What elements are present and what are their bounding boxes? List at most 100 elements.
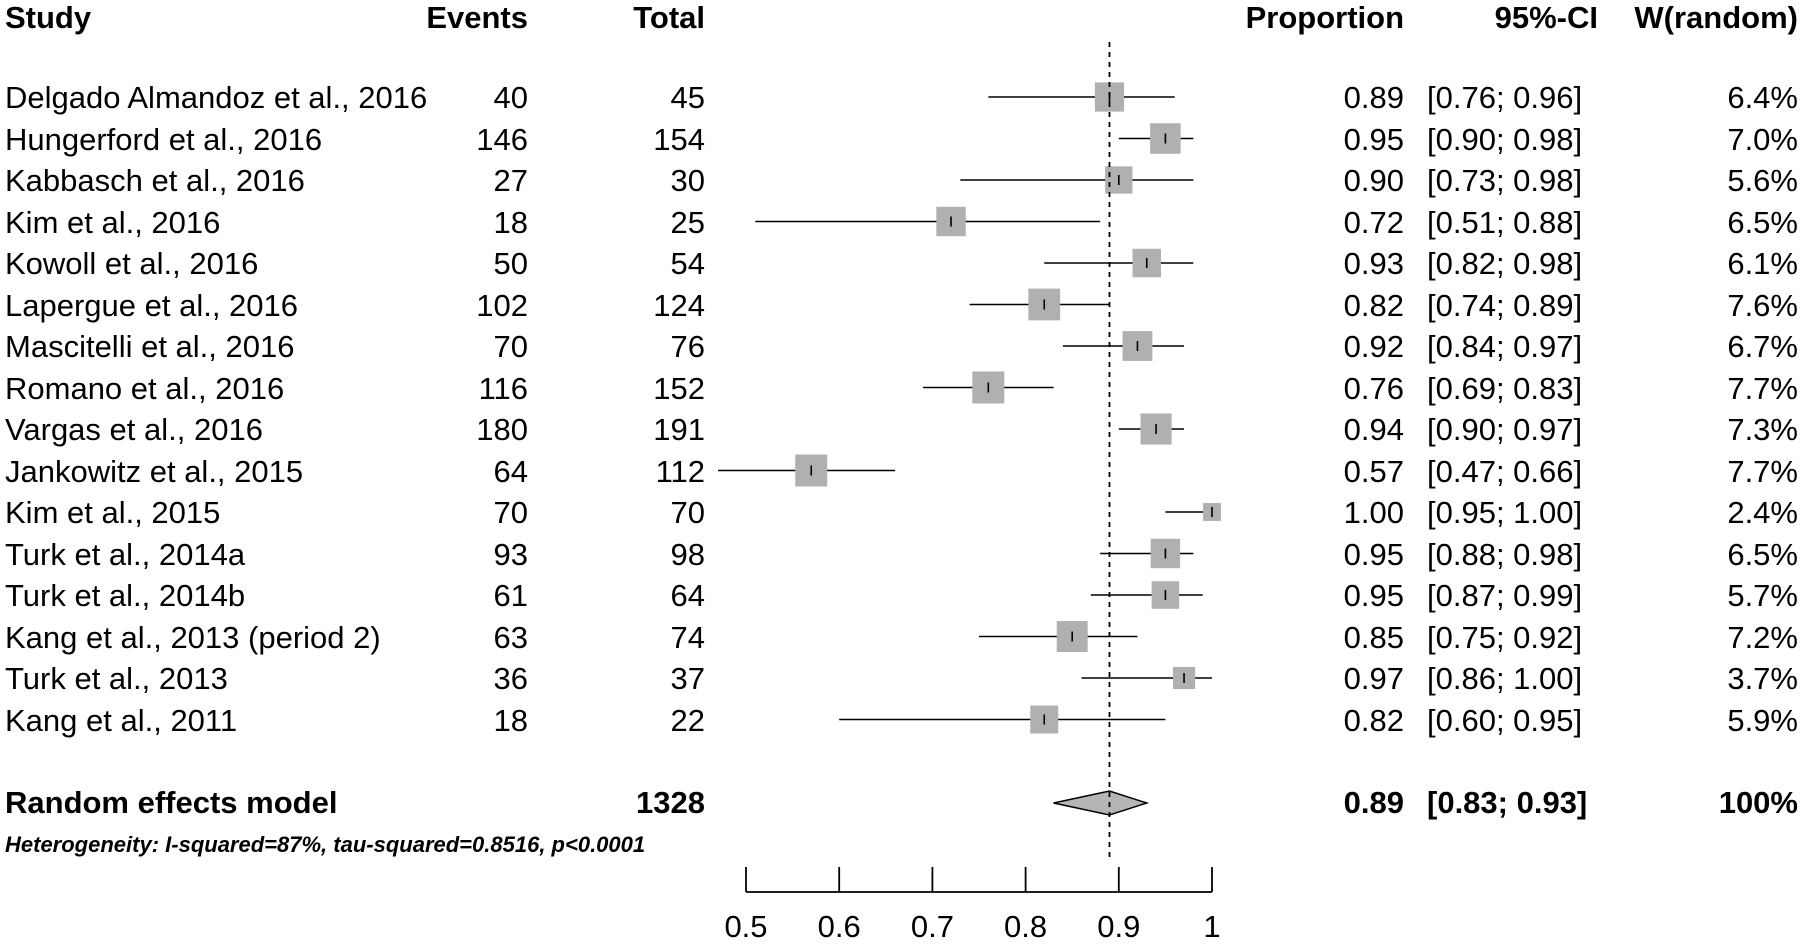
study-name: Kang et al., 2011 bbox=[5, 702, 238, 738]
study-weight: 6.5% bbox=[1727, 536, 1798, 572]
study-proportion: 0.90 bbox=[1343, 163, 1404, 198]
header-ci: 95%-CI bbox=[1494, 0, 1598, 35]
study-total: 54 bbox=[670, 246, 705, 281]
study-events: 27 bbox=[493, 163, 528, 198]
study-name: Kabbasch et al., 2016 bbox=[5, 163, 305, 198]
summary-proportion: 0.89 bbox=[1343, 785, 1404, 820]
study-ci: [0.74; 0.89] bbox=[1427, 287, 1583, 323]
study-weight: 7.3% bbox=[1727, 412, 1798, 447]
study-weight: 6.5% bbox=[1727, 204, 1798, 240]
study-proportion: 0.72 bbox=[1343, 204, 1404, 240]
study-total: 152 bbox=[653, 370, 705, 406]
study-events: 70 bbox=[493, 329, 528, 364]
study-weight: 3.7% bbox=[1727, 661, 1798, 696]
study-ci: [0.76; 0.96] bbox=[1427, 80, 1583, 115]
header-weight: W(random) bbox=[1634, 0, 1798, 35]
study-proportion: 0.93 bbox=[1343, 246, 1404, 281]
study-ci: [0.51; 0.88] bbox=[1427, 204, 1583, 240]
study-ci: [0.73; 0.98] bbox=[1427, 163, 1583, 198]
x-tick-label: 0.7 bbox=[911, 909, 954, 944]
study-total: 191 bbox=[653, 412, 705, 447]
study-ci: [0.95; 1.00] bbox=[1427, 495, 1583, 530]
header-total: Total bbox=[633, 0, 705, 35]
study-proportion: 0.85 bbox=[1343, 619, 1404, 655]
header-proportion: Proportion bbox=[1245, 0, 1404, 35]
study-total: 37 bbox=[670, 661, 705, 696]
study-ci: [0.47; 0.66] bbox=[1427, 453, 1583, 489]
study-weight: 6.1% bbox=[1727, 246, 1798, 281]
study-proportion: 0.57 bbox=[1343, 453, 1404, 489]
study-events: 116 bbox=[478, 370, 528, 406]
study-events: 61 bbox=[493, 578, 528, 613]
study-ci: [0.84; 0.97] bbox=[1427, 329, 1583, 364]
study-total: 124 bbox=[653, 287, 705, 323]
x-tick-label: 0.9 bbox=[1097, 909, 1140, 944]
study-weight: 5.7% bbox=[1727, 578, 1798, 613]
study-events: 70 bbox=[493, 495, 528, 530]
summary-label: Random effects model bbox=[5, 785, 338, 820]
summary-total: 1328 bbox=[636, 785, 705, 820]
study-events: 102 bbox=[476, 287, 528, 323]
study-total: 74 bbox=[670, 619, 705, 655]
study-events: 40 bbox=[493, 80, 528, 115]
study-total: 98 bbox=[670, 536, 705, 572]
study-total: 154 bbox=[653, 121, 705, 157]
study-ci: [0.69; 0.83] bbox=[1427, 370, 1583, 406]
study-total: 76 bbox=[670, 329, 705, 364]
x-tick-label: 0.5 bbox=[724, 909, 767, 944]
x-tick-label: 0.8 bbox=[1004, 909, 1047, 944]
study-proportion: 0.92 bbox=[1343, 329, 1404, 364]
study-proportion: 0.89 bbox=[1343, 80, 1404, 115]
study-total: 30 bbox=[670, 163, 705, 198]
study-name: Hungerford et al., 2016 bbox=[5, 121, 323, 157]
study-proportion: 0.95 bbox=[1343, 578, 1404, 613]
study-name: Delgado Almandoz et al., 2016 bbox=[5, 80, 428, 115]
study-proportion: 0.95 bbox=[1343, 536, 1404, 572]
study-name: Kim et al., 2015 bbox=[5, 495, 221, 530]
study-events: 36 bbox=[493, 661, 528, 696]
heterogeneity-text: Heterogeneity: I-squared=87%, tau-square… bbox=[5, 832, 646, 857]
study-weight: 7.7% bbox=[1727, 453, 1798, 489]
study-events: 18 bbox=[493, 204, 528, 240]
study-weight: 5.6% bbox=[1727, 163, 1798, 198]
study-weight: 7.7% bbox=[1727, 370, 1798, 406]
study-name: Turk et al., 2014b bbox=[5, 578, 246, 613]
study-total: 112 bbox=[655, 453, 705, 489]
study-ci: [0.90; 0.97] bbox=[1427, 412, 1583, 447]
study-weight: 5.9% bbox=[1727, 702, 1798, 738]
study-ci: [0.75; 0.92] bbox=[1427, 619, 1583, 655]
x-tick-label: 0.6 bbox=[818, 909, 861, 944]
study-total: 25 bbox=[670, 204, 705, 240]
study-name: Turk et al., 2013 bbox=[5, 661, 228, 696]
study-name: Lapergue et al., 2016 bbox=[5, 287, 299, 323]
study-proportion: 0.76 bbox=[1343, 370, 1404, 406]
study-proportion: 0.82 bbox=[1343, 702, 1404, 738]
study-name: Kang et al., 2013 (period 2) bbox=[5, 619, 381, 655]
study-total: 64 bbox=[670, 578, 705, 613]
study-weight: 6.4% bbox=[1727, 80, 1798, 115]
study-events: 64 bbox=[493, 453, 528, 489]
study-events: 180 bbox=[476, 412, 528, 447]
study-name: Turk et al., 2014a bbox=[5, 536, 246, 572]
study-proportion: 0.82 bbox=[1343, 287, 1404, 323]
study-ci: [0.82; 0.98] bbox=[1427, 246, 1583, 281]
x-tick-label: 1 bbox=[1203, 909, 1220, 944]
study-ci: [0.90; 0.98] bbox=[1427, 121, 1583, 157]
study-total: 70 bbox=[670, 495, 705, 530]
study-ci: [0.87; 0.99] bbox=[1427, 578, 1583, 613]
study-ci: [0.86; 1.00] bbox=[1427, 661, 1583, 696]
study-name: Romano et al., 2016 bbox=[5, 370, 285, 406]
study-total: 45 bbox=[670, 80, 705, 115]
study-name: Vargas et al., 2016 bbox=[5, 412, 263, 447]
study-events: 50 bbox=[493, 246, 528, 281]
study-events: 63 bbox=[493, 619, 528, 655]
header-study: Study bbox=[5, 0, 92, 35]
summary-ci: [0.83; 0.93] bbox=[1427, 785, 1588, 820]
study-weight: 2.4% bbox=[1727, 495, 1798, 530]
study-ci: [0.60; 0.95] bbox=[1427, 702, 1583, 738]
study-proportion: 1.00 bbox=[1343, 495, 1404, 530]
summary-diamond bbox=[1053, 790, 1150, 816]
study-weight: 6.7% bbox=[1727, 329, 1798, 364]
study-weight: 7.2% bbox=[1727, 619, 1798, 655]
